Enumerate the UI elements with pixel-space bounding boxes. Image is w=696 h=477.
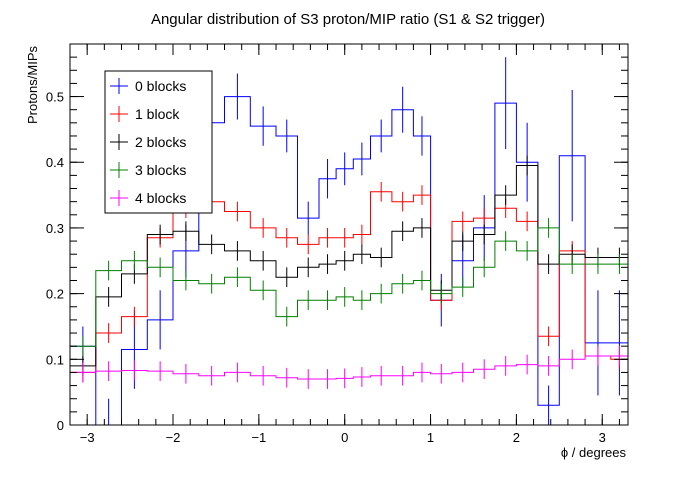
legend-label-4: 4 blocks xyxy=(135,190,186,206)
y-tick-label: 0.1 xyxy=(46,352,64,367)
y-axis-label: Protons/MIPs xyxy=(25,46,40,125)
legend-label-1: 1 block xyxy=(135,106,180,122)
x-axis-label: ϕ / degrees xyxy=(561,445,627,460)
y-tick-label: 0.3 xyxy=(46,221,64,236)
series-line-4 xyxy=(70,355,628,380)
series-line-1 xyxy=(70,191,628,373)
series-line-0 xyxy=(70,96,628,426)
y-tick-label: 0.4 xyxy=(46,155,64,170)
plot-frame xyxy=(69,43,629,426)
y-tick-label: 0.5 xyxy=(46,90,64,105)
x-tick-label: −3 xyxy=(80,430,95,445)
y-tick-label: 0.2 xyxy=(46,287,64,302)
axes-layer: −3 −2 −1 0 1 2 3 0 0.1 0.2 0.3 0.4 0.5 xyxy=(46,43,629,445)
series-2 xyxy=(70,155,628,376)
y-tick-label: 0 xyxy=(57,418,64,433)
x-tick-label: 3 xyxy=(599,430,606,445)
legend-label-2: 2 blocks xyxy=(135,134,186,150)
series-4 xyxy=(70,346,628,389)
series-line-3 xyxy=(70,227,628,347)
series-3 xyxy=(70,218,628,357)
x-tick-label: 1 xyxy=(427,430,434,445)
x-tick-label: 0 xyxy=(341,430,348,445)
x-tick-label: 2 xyxy=(513,430,520,445)
chart-title: Angular distribution of S3 proton/MIP ra… xyxy=(151,11,545,28)
legend-label-3: 3 blocks xyxy=(135,162,186,178)
legend: 0 blocks 1 block 2 blocks 3 blocks 4 blocks xyxy=(104,70,213,214)
series-line-2 xyxy=(70,165,628,367)
x-tick-label: −2 xyxy=(166,430,181,445)
x-tick-label: −1 xyxy=(251,430,266,445)
legend-label-0: 0 blocks xyxy=(135,78,186,94)
